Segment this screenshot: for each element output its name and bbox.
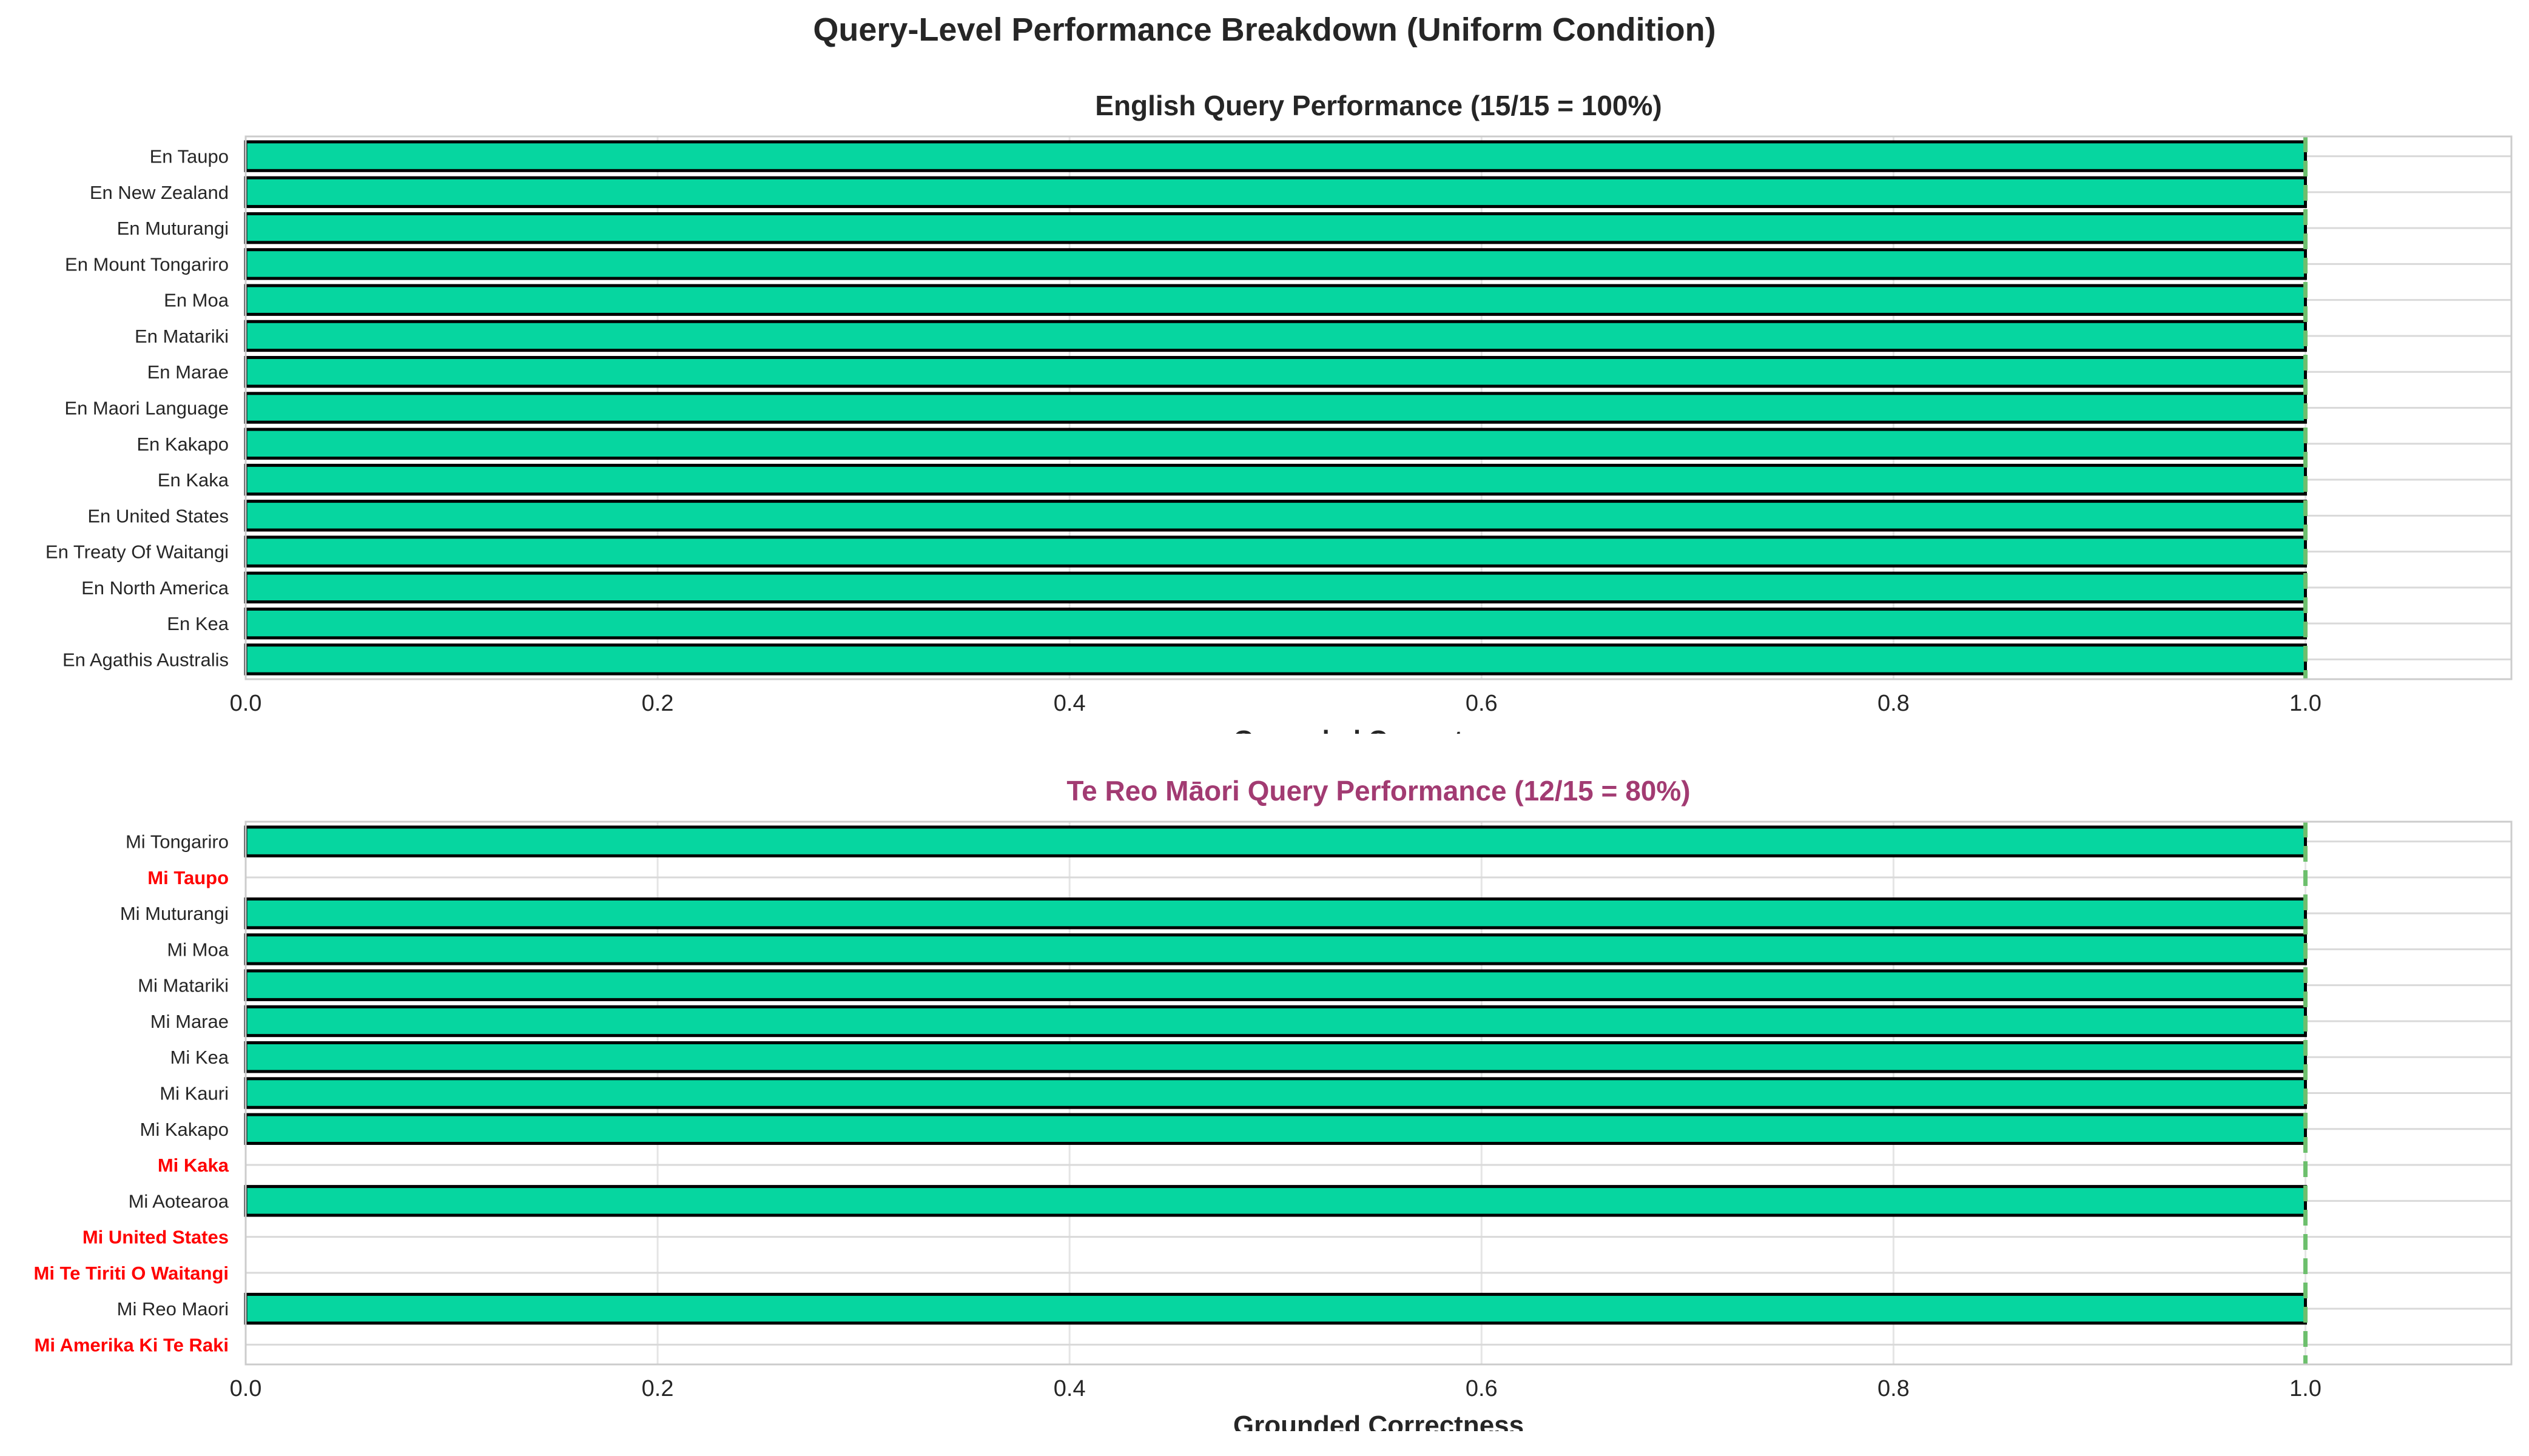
en-category-label: En United States bbox=[87, 505, 229, 526]
en-bar-en-taupo bbox=[244, 140, 2307, 172]
en-category-label: En Agathis Australis bbox=[62, 649, 229, 670]
mi-bar-mi-kauri bbox=[244, 1077, 2307, 1109]
mi-bar-mi-muturangi bbox=[244, 897, 2307, 930]
mi-x-tick-label: 1.0 bbox=[2289, 1376, 2322, 1401]
mi-category-label: Mi Muturangi bbox=[120, 903, 229, 924]
en-category-label: En Kea bbox=[167, 613, 229, 634]
en-category-label: En North America bbox=[81, 577, 229, 599]
en-category-label: En Muturangi bbox=[117, 218, 229, 239]
en-category-label: En Treaty Of Waitangi bbox=[45, 542, 229, 563]
en-bar-en-marae bbox=[244, 356, 2307, 388]
en-category-label: En Kaka bbox=[158, 469, 229, 491]
mi-category-label: Mi Reo Maori bbox=[117, 1298, 229, 1320]
mi-category-label: Mi Aotearoa bbox=[129, 1190, 229, 1212]
en-category-label: En Kakapo bbox=[136, 434, 229, 455]
mi-category-label: Mi Tongariro bbox=[126, 831, 229, 853]
en-x-tick-label: 0.6 bbox=[1466, 691, 1498, 716]
en-category-label: En Marae bbox=[147, 361, 229, 383]
mi-bar-mi-aotearoa bbox=[244, 1185, 2307, 1217]
mi-bar-mi-moa bbox=[244, 933, 2307, 965]
mi-bar-mi-tongariro bbox=[244, 825, 2307, 857]
mi-category-label: Mi Kea bbox=[170, 1047, 229, 1068]
en-x-tick-label: 0.2 bbox=[642, 691, 674, 716]
en-bar-en-north-america bbox=[244, 571, 2307, 604]
en-x-axis-label: Grounded Correctness bbox=[1233, 725, 1524, 734]
mi-category-label: Mi Marae bbox=[150, 1011, 229, 1032]
mi-bar-mi-kakapo bbox=[244, 1113, 2307, 1145]
mi-bar-mi-kea bbox=[244, 1041, 2307, 1073]
mi-category-label: Mi Taupo bbox=[147, 867, 229, 888]
en-category-label: En Mount Tongariro bbox=[65, 253, 229, 275]
en-bar-en-new-zealand bbox=[244, 176, 2307, 209]
mi-x-axis-label: Grounded Correctness bbox=[1233, 1411, 1524, 1431]
mi-category-label: Mi United States bbox=[83, 1227, 229, 1248]
mi-category-label: Mi Kaka bbox=[158, 1155, 229, 1176]
en-category-label: En Matariki bbox=[135, 326, 229, 347]
en-chart-title: English Query Performance (15/15 = 100%) bbox=[1095, 90, 1662, 121]
en-bar-en-matariki bbox=[244, 320, 2307, 352]
english-performance-chart: English Query Performance (15/15 = 100%)… bbox=[45, 90, 2513, 734]
en-plot-border bbox=[244, 135, 2513, 680]
mi-x-tick-label: 0.2 bbox=[642, 1376, 674, 1401]
en-category-label: En Moa bbox=[164, 290, 229, 311]
maori-performance-chart: Te Reo Māori Query Performance (12/15 = … bbox=[34, 775, 2513, 1431]
en-x-tick-label: 0.8 bbox=[1877, 691, 1910, 716]
figure-title: Query-Level Performance Breakdown (Unifo… bbox=[813, 12, 1716, 48]
mi-category-label: Mi Matariki bbox=[138, 975, 229, 996]
en-bar-en-mount-tongariro bbox=[244, 248, 2307, 280]
en-category-label: En Taupo bbox=[150, 146, 229, 167]
mi-bar-mi-matariki bbox=[244, 969, 2307, 1001]
en-bar-en-agathis-australis bbox=[244, 643, 2307, 676]
mi-x-tick-label: 0.0 bbox=[230, 1376, 262, 1401]
mi-x-tick-label: 0.8 bbox=[1877, 1376, 1910, 1401]
en-x-tick-label: 0.4 bbox=[1054, 691, 1086, 716]
mi-bar-mi-marae bbox=[244, 1005, 2307, 1038]
mi-x-tick-label: 0.4 bbox=[1054, 1376, 1086, 1401]
mi-x-tick-label: 0.6 bbox=[1466, 1376, 1498, 1401]
en-bar-en-muturangi bbox=[244, 212, 2307, 244]
en-x-tick-label: 1.0 bbox=[2289, 691, 2322, 716]
en-bar-en-kaka bbox=[244, 463, 2307, 496]
mi-bar-mi-reo-maori bbox=[244, 1292, 2307, 1325]
mi-category-label: Mi Te Tiriti O Waitangi bbox=[34, 1263, 229, 1284]
en-bar-en-united-states bbox=[244, 500, 2307, 532]
en-bar-en-treaty-of-waitangi bbox=[244, 535, 2307, 568]
mi-category-label: Mi Amerika Ki Te Raki bbox=[35, 1334, 229, 1355]
mi-plot-border bbox=[244, 820, 2513, 1366]
mi-category-label: Mi Kauri bbox=[160, 1083, 229, 1104]
mi-chart-title: Te Reo Māori Query Performance (12/15 = … bbox=[1066, 775, 1690, 807]
en-category-label: En Maori Language bbox=[64, 398, 229, 419]
mi-category-label: Mi Kakapo bbox=[140, 1119, 229, 1140]
en-bar-en-maori-language bbox=[244, 392, 2307, 424]
en-bar-en-moa bbox=[244, 284, 2307, 316]
en-category-label: En New Zealand bbox=[90, 182, 229, 203]
en-x-tick-label: 0.0 bbox=[230, 691, 262, 716]
en-bar-en-kea bbox=[244, 607, 2307, 640]
en-bar-en-kakapo bbox=[244, 428, 2307, 460]
mi-category-label: Mi Moa bbox=[167, 939, 229, 960]
